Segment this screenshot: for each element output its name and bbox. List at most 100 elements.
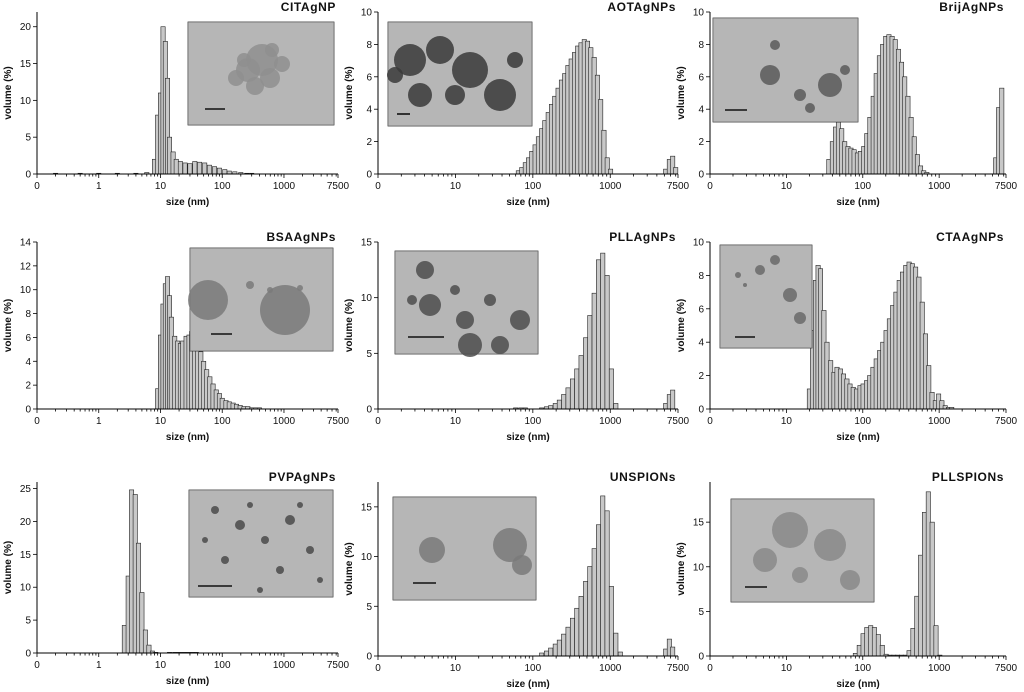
x-tick-label: 100	[524, 181, 541, 192]
x-tick-label: 7500	[327, 181, 350, 192]
y-tick-label: 6	[25, 333, 31, 344]
bar	[617, 651, 623, 657]
bar	[608, 368, 614, 410]
y-tick-label: 5	[25, 133, 31, 144]
bar	[565, 387, 571, 410]
x-tick-label: 1	[96, 181, 102, 192]
bar	[187, 163, 193, 175]
bar	[570, 378, 575, 410]
y-tick-label: 0	[698, 652, 704, 663]
bar	[556, 399, 562, 410]
bar	[552, 643, 558, 657]
x-tick-label: 100	[214, 660, 231, 671]
bar	[197, 161, 203, 175]
x-tick-label: 1000	[273, 660, 296, 671]
x-tick-label: 0	[34, 181, 40, 192]
y-tick-label: 4	[25, 357, 31, 368]
x-tick-label: 10	[155, 416, 167, 427]
panel-title: BSAAgNPs	[267, 230, 336, 244]
y-tick-label: 0	[698, 170, 704, 181]
bar	[216, 167, 222, 175]
bar	[177, 161, 183, 175]
tem-inset-image	[712, 17, 859, 123]
y-tick-label: 15	[20, 550, 32, 561]
panel-title: UNSPIONs	[610, 470, 676, 484]
bar	[570, 617, 575, 657]
bar	[182, 162, 188, 175]
bar	[583, 337, 589, 410]
tem-inset-image	[187, 21, 335, 126]
x-tick-label: 1000	[273, 416, 296, 427]
y-tick-label: 6	[698, 304, 704, 315]
y-axis-label: volume (%)	[676, 542, 687, 595]
x-tick-label: 0	[375, 181, 381, 192]
y-tick-label: 5	[25, 616, 31, 627]
x-axis-label: size (nm)	[506, 679, 549, 690]
y-tick-label: 8	[698, 40, 704, 51]
tem-inset-image	[387, 21, 533, 127]
panel-title: BrijAgNPs	[939, 0, 1004, 14]
x-tick-label: 100	[214, 181, 231, 192]
y-tick-label: 10	[693, 8, 705, 19]
x-tick-label: 0	[707, 416, 713, 427]
x-tick-label: 7500	[995, 416, 1018, 427]
y-tick-label: 25	[20, 484, 32, 495]
x-tick-label: 10	[781, 416, 793, 427]
x-tick-label: 7500	[667, 181, 690, 192]
x-axis-label: size (nm)	[166, 197, 209, 208]
bar	[933, 625, 939, 657]
bar	[548, 405, 554, 410]
x-tick-label: 1	[96, 660, 102, 671]
bar	[556, 639, 562, 657]
x-tick-label: 7500	[667, 416, 690, 427]
x-tick-label: 0	[375, 663, 381, 674]
y-axis-label: volume (%)	[344, 542, 355, 595]
y-tick-label: 5	[698, 607, 704, 618]
x-tick-label: 7500	[327, 416, 350, 427]
tem-inset-image	[392, 496, 537, 601]
tem-inset-image	[730, 498, 875, 603]
x-tick-label: 0	[34, 660, 40, 671]
panel-title: CITAgNP	[281, 0, 336, 14]
y-tick-label: 15	[693, 518, 705, 529]
x-axis-label: size (nm)	[836, 679, 879, 690]
x-tick-label: 100	[854, 416, 871, 427]
panel-pvpagnps: 0 5 10 15 20 25 0 1 10 100 1000 7500 size (nm) volume…	[3, 470, 350, 687]
y-tick-label: 0	[698, 405, 704, 416]
x-tick-label: 1000	[599, 181, 622, 192]
y-tick-label: 6	[366, 72, 372, 83]
x-tick-label: 7500	[667, 663, 690, 674]
x-tick-label: 1000	[273, 181, 296, 192]
tem-inset-image	[188, 247, 334, 352]
bar	[583, 581, 589, 657]
y-tick-label: 2	[366, 137, 372, 148]
y-tick-label: 0	[25, 405, 31, 416]
x-tick-label: 100	[214, 416, 231, 427]
bar	[670, 646, 676, 657]
y-tick-label: 0	[25, 170, 31, 181]
y-tick-label: 4	[698, 105, 704, 116]
y-tick-label: 10	[20, 285, 32, 296]
bar	[600, 495, 606, 657]
panel-pllagnps: 0 5 10 15 0 10 100 1000 7500 size (nm) volume (%) P…	[344, 230, 690, 443]
y-tick-label: 12	[20, 261, 32, 272]
x-axis-label: size (nm)	[166, 676, 209, 687]
tem-inset-image	[394, 250, 539, 357]
y-tick-label: 6	[698, 72, 704, 83]
panel-pllspions: 0 5 10 15 0 10 100 1000 7500 size (nm) volume (%) P…	[676, 470, 1018, 690]
bar	[206, 164, 212, 175]
x-tick-label: 100	[524, 663, 541, 674]
y-tick-label: 8	[366, 40, 372, 51]
y-tick-label: 0	[25, 649, 31, 660]
x-axis-label: size (nm)	[506, 432, 549, 443]
y-tick-label: 20	[20, 22, 32, 33]
y-tick-label: 15	[20, 59, 32, 70]
y-tick-label: 0	[366, 652, 372, 663]
y-tick-label: 14	[20, 238, 32, 249]
bar	[578, 355, 584, 410]
bar	[587, 566, 593, 657]
bar	[596, 259, 601, 410]
tem-inset-image	[719, 244, 813, 349]
